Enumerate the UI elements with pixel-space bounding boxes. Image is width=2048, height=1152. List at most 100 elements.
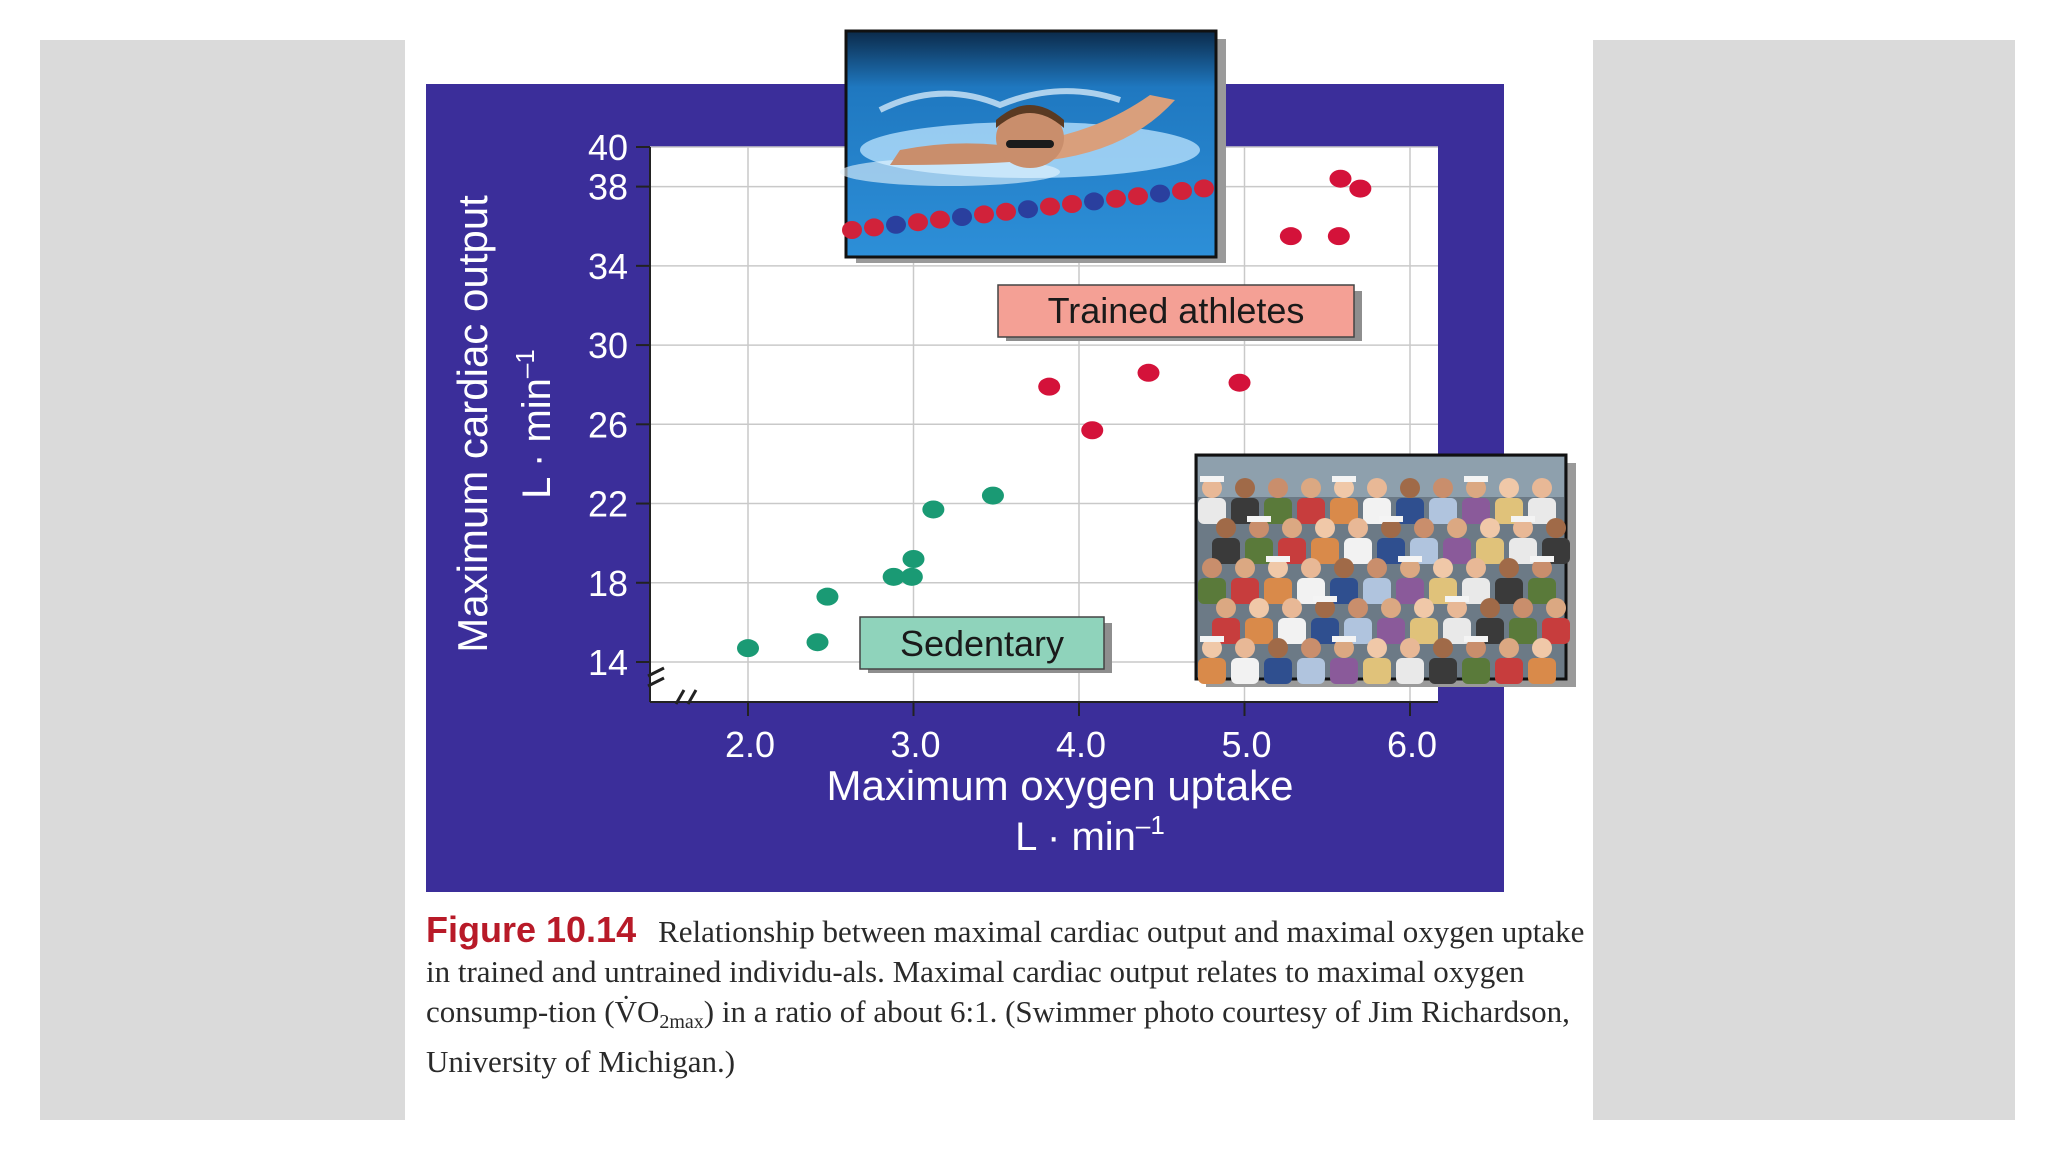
crowd-person-head [1480, 518, 1500, 538]
crowd-person-head [1235, 638, 1255, 658]
crowd-person-body [1443, 538, 1471, 564]
sedentary-point [737, 639, 759, 658]
crowd-person-head [1268, 558, 1288, 578]
crowd-person-head [1216, 598, 1236, 618]
crowd-person-head [1348, 518, 1368, 538]
crowd-people [1198, 476, 1570, 684]
crowd-person-body [1264, 658, 1292, 684]
lane-rope [842, 179, 1214, 239]
trained-athletes-point [1137, 363, 1160, 382]
crowd-person-head [1334, 558, 1354, 578]
crowd-person-hat [1266, 556, 1290, 562]
crowd-person-body [1528, 658, 1556, 684]
crowd-person-hat [1464, 476, 1488, 482]
trained-athletes-point [1349, 179, 1372, 198]
lane-float [1172, 182, 1192, 200]
x-axis-label: Maximum oxygen uptake [827, 762, 1294, 809]
crowd-person-body [1231, 578, 1259, 604]
crowd-person-head [1414, 518, 1434, 538]
crowd-person-body [1542, 618, 1570, 644]
crowd-person-head [1334, 638, 1354, 658]
crowd-person-hat [1332, 476, 1356, 482]
crowd-person-body [1396, 578, 1424, 604]
sedentary-point [902, 550, 925, 568]
crowd-person-head [1268, 638, 1288, 658]
crowd-person-head [1315, 518, 1335, 538]
crowd-person-head [1367, 558, 1387, 578]
sedentary-point [922, 500, 945, 519]
crowd-person-head [1466, 558, 1486, 578]
crowd-person-hat [1379, 516, 1403, 522]
x-tick-label: 5.0 [1221, 724, 1271, 765]
y-axis-label: Maximum cardiac output [449, 195, 496, 653]
crowd-person-head [1334, 478, 1354, 498]
crowd-person-body [1330, 658, 1358, 684]
sedentary-point [981, 486, 1004, 505]
crowd-person-body [1198, 658, 1226, 684]
crowd-person-body [1410, 618, 1438, 644]
lane-float [1106, 189, 1126, 208]
crowd-person-hat [1332, 636, 1356, 642]
crowd-person-head [1546, 598, 1566, 618]
crowd-person-head [1433, 558, 1453, 578]
trained-athletes-point [1329, 169, 1352, 188]
trained-athletes-point [1038, 377, 1061, 396]
lane-float [886, 215, 906, 234]
y-tick-label: 30 [588, 325, 628, 366]
crowd-person-body [1311, 538, 1339, 564]
crowd-person-head [1466, 478, 1486, 498]
caption-text-1: Relationship between maximal cardiac out… [426, 914, 1585, 1029]
sedentary-label-text: Sedentary [900, 623, 1064, 664]
crowd-person-head [1381, 518, 1401, 538]
crowd-person-head [1447, 598, 1467, 618]
crowd-person-head [1282, 518, 1302, 538]
crowd-person-head [1480, 598, 1500, 618]
y-tick-label: 38 [588, 167, 628, 208]
crowd-person-head [1400, 558, 1420, 578]
crowd-person-body [1212, 538, 1240, 564]
crowd-person-head [1235, 478, 1255, 498]
crowd-person-head [1268, 478, 1288, 498]
tick-marks [636, 146, 1411, 716]
x-axis-units-exp: –1 [1136, 810, 1165, 840]
crowd-person-body [1377, 618, 1405, 644]
crowd-person-head [1513, 598, 1533, 618]
trained-athletes-point [1081, 421, 1104, 440]
crowd-person-body [1198, 578, 1226, 604]
crowd-person-body [1363, 658, 1391, 684]
crowd-person-body [1429, 658, 1457, 684]
crowd-person-head [1499, 558, 1519, 578]
crowd-person-head [1414, 598, 1434, 618]
crowd-person-hat [1464, 636, 1488, 642]
lane-float [974, 205, 994, 224]
crowd-person-head [1447, 518, 1467, 538]
crowd-person-body [1509, 618, 1537, 644]
caption-text-2: ) in a ratio of about 6:1. (Swimmer phot… [426, 994, 1570, 1079]
x-axis-units: L · min–1 [1015, 810, 1165, 859]
lane-float [1194, 179, 1214, 198]
crowd-person-head [1202, 478, 1222, 498]
crowd-person-hat [1200, 476, 1224, 482]
crowd-person-head [1249, 598, 1269, 618]
crowd-person-head [1532, 558, 1552, 578]
crowd-person-body [1297, 498, 1325, 524]
trained-athletes-point [1279, 227, 1302, 246]
y-tick-label: 18 [588, 563, 628, 604]
x-tick-labels: 2.0 3.0 4.0 5.0 6.0 [725, 724, 1437, 765]
crowd-person-head [1381, 598, 1401, 618]
lane-float [1084, 192, 1104, 211]
crowd-person-head [1348, 598, 1368, 618]
crowd-person-head [1249, 518, 1269, 538]
sedentary-point [900, 567, 923, 586]
crowd-person-body [1462, 658, 1490, 684]
x-tick-label: 6.0 [1387, 724, 1437, 765]
crowd-person-body [1476, 538, 1504, 564]
crowd-person-body [1495, 578, 1523, 604]
sedentary-label: Sedentary [859, 616, 1112, 673]
crowd-person-hat [1398, 556, 1422, 562]
crowd-person-hat [1445, 596, 1469, 602]
y-tick-label: 34 [588, 246, 628, 287]
crowd-person-body [1528, 578, 1556, 604]
crowd-person-head [1202, 558, 1222, 578]
trained-athletes-label-text: Trained athletes [1048, 290, 1305, 331]
